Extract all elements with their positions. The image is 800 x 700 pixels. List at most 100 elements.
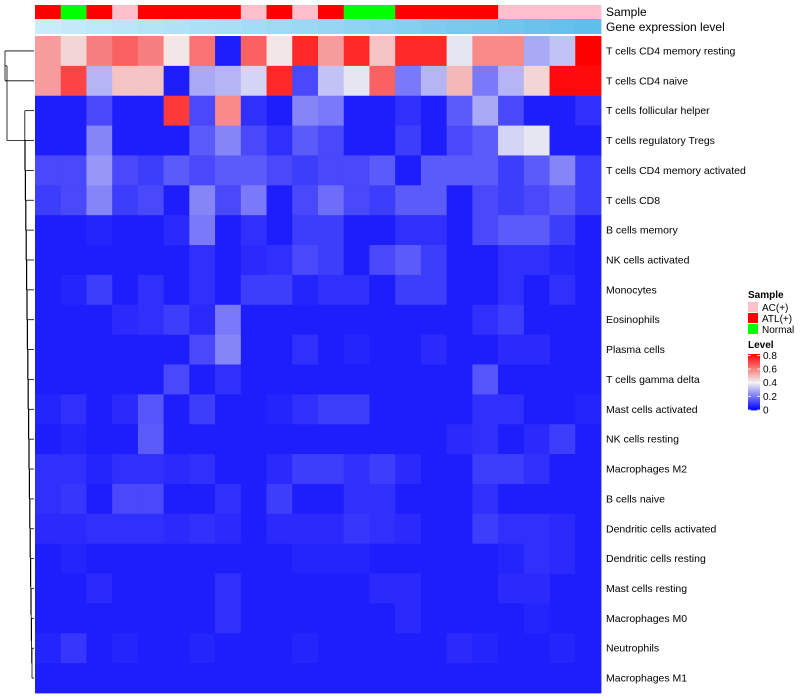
level-legend-gradient-step [748, 382, 760, 384]
heatmap-cell [498, 95, 525, 126]
level-legend-gradient-step [748, 354, 760, 356]
heatmap-cell [35, 95, 62, 126]
heatmap-cell [523, 334, 550, 365]
heatmap-cell [318, 95, 345, 126]
level-legend-gradient-step [748, 396, 760, 398]
heatmap-cell [137, 424, 165, 455]
heatmap-cell [86, 543, 113, 574]
heatmap-cell [523, 483, 550, 515]
heatmap-cell [575, 573, 602, 604]
heatmap-cell [35, 424, 62, 455]
heatmap-cell [266, 603, 293, 634]
heatmap-cell [60, 483, 87, 515]
heatmap-cell [240, 603, 267, 634]
heatmap-cell [498, 155, 525, 186]
heatmap-cell [318, 334, 345, 365]
heatmap-cell [86, 364, 113, 395]
heatmap-cell [575, 36, 602, 67]
heatmap-cell [189, 454, 216, 485]
heatmap-cell [35, 185, 62, 216]
heatmap-cell [292, 483, 319, 515]
heatmap-cell [575, 334, 602, 365]
heatmap-cell [472, 274, 499, 306]
heatmap-cell [420, 513, 448, 545]
heatmap-cell [523, 36, 550, 67]
sample-annotation-cell [343, 5, 370, 19]
heatmap-cell [369, 483, 396, 515]
row-labels: T cells CD4 memory resting T cells CD4 na… [606, 45, 746, 684]
gene-expression-annotation-bar [35, 19, 602, 34]
heatmap-cell [240, 483, 267, 515]
heatmap-cell [137, 95, 165, 126]
heatmap-cell [240, 304, 267, 336]
heatmap-cell [343, 454, 370, 485]
heatmap-cell [523, 95, 550, 126]
heatmap-cell [292, 633, 319, 664]
heatmap-cell [343, 663, 370, 694]
heatmap-cell [498, 454, 525, 485]
heatmap-cell [446, 155, 473, 186]
heatmap-cell [60, 95, 87, 126]
heatmap-cell [60, 663, 87, 694]
heatmap-cell [35, 603, 62, 634]
heatmap-cell [446, 513, 473, 545]
heatmap-cell [60, 155, 87, 186]
heatmap-cell [523, 274, 550, 306]
level-legend-tick-label: 0.4 [763, 378, 777, 389]
level-legend-gradient-step [748, 390, 760, 393]
heatmap-cell [446, 274, 473, 306]
sample-legend-label: Normal [762, 325, 794, 336]
heatmap-cell [112, 215, 139, 246]
heatmap-cell [292, 603, 319, 634]
heatmap-cell [472, 245, 499, 276]
heatmap-cell [240, 394, 267, 425]
row-label: B cells naive [606, 493, 665, 505]
gene-expression-annotation-label: Gene expression level [606, 20, 725, 34]
sample-annotation-cell [420, 5, 448, 19]
heatmap-cell [549, 334, 576, 365]
heatmap-cell [35, 513, 62, 545]
level-legend-tick-label: 0.2 [763, 392, 777, 403]
heatmap-cell [240, 215, 267, 246]
heatmap-cell [189, 155, 216, 186]
heatmap-cell [112, 603, 139, 634]
row-label: Mast cells resting [606, 583, 687, 595]
heatmap-cell [163, 364, 190, 395]
heatmap-cell [318, 185, 345, 216]
heatmap-cell [292, 573, 319, 604]
level-legend-title: Level [748, 340, 774, 351]
heatmap-cell [137, 483, 165, 515]
heatmap-cell [318, 633, 345, 664]
level-legend-gradient-step [748, 391, 760, 394]
sample-legend-label: ATL(+) [762, 314, 792, 325]
level-legend-gradient-step [748, 365, 760, 367]
heatmap-cell [549, 155, 576, 186]
heatmap-cell [446, 245, 473, 276]
heatmap-cell [60, 274, 87, 306]
heatmap-cell [549, 95, 576, 126]
heatmap-cell [266, 663, 293, 694]
gene-expression-cell [35, 19, 62, 34]
heatmap-cell [318, 394, 345, 425]
heatmap-cell [395, 245, 422, 276]
heatmap-cell [523, 215, 550, 246]
gene-expression-cell [318, 19, 345, 34]
sample-annotation-cell [369, 5, 396, 19]
heatmap-cell [292, 394, 319, 425]
heatmap-cell [189, 543, 216, 574]
heatmap-cell [163, 394, 190, 425]
heatmap-cell [420, 215, 448, 246]
heatmap-cell [395, 364, 422, 395]
heatmap-cell [549, 36, 576, 67]
heatmap-cell [60, 543, 87, 574]
heatmap-cell [318, 245, 345, 276]
heatmap-cell [86, 185, 113, 216]
heatmap-cell [266, 304, 293, 336]
heatmap-cell [549, 633, 576, 664]
heatmap-cell [472, 543, 499, 574]
heatmap-cell [395, 663, 422, 694]
sample-annotation-label: Sample [606, 5, 647, 19]
heatmap-cell [266, 215, 293, 246]
heatmap-cell [369, 304, 396, 336]
heatmap-cell [86, 125, 113, 156]
